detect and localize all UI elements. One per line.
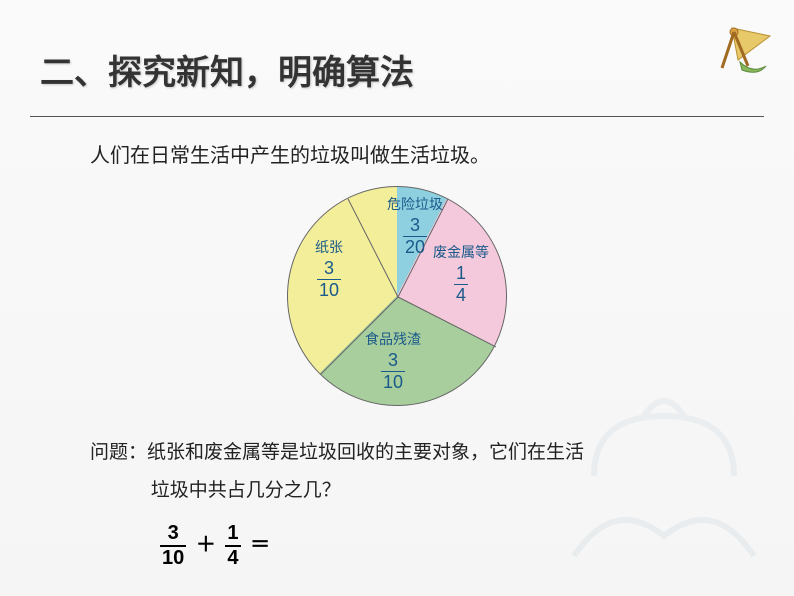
equals-sign: ＝ [246,534,270,556]
seg-label-paper: 纸张 3 10 [315,241,343,302]
seg-label-food: 食品残渣 3 10 [365,333,421,394]
seg-name-food: 食品残渣 [365,333,421,350]
slide: 二、探究新知，明确算法 人们在日常生活中产生的垃圾叫做生活垃圾。 危险垃圾 3 … [0,0,794,596]
plus-sign: ＋ [192,534,220,556]
intro-text: 人们在日常生活中产生的垃圾叫做生活垃圾。 [90,139,794,168]
page-title: 二、探究新知，明确算法 [40,45,754,94]
watermark-icon [534,356,794,596]
pie-chart: 危险垃圾 3 20 废金属等 1 4 食品残渣 3 10 纸张 3 10 [287,186,507,406]
seg-label-metal: 废金属等 1 4 [433,246,489,307]
title-underline [30,116,764,117]
seg-name-hazard: 危险垃圾 [387,198,443,215]
seg-name-paper: 纸张 [315,241,343,258]
title-area: 二、探究新知，明确算法 [0,0,794,104]
math-tools-icon [712,18,776,82]
seg-name-metal: 废金属等 [433,246,489,263]
